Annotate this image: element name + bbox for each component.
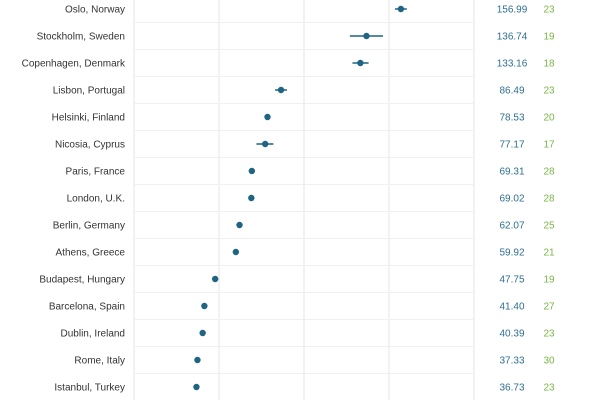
count-label: 28 — [543, 194, 555, 205]
city-label: Dublin, Ireland — [61, 329, 125, 340]
count-label: 19 — [543, 32, 555, 43]
value-label: 37.33 — [499, 356, 524, 367]
data-point — [194, 356, 201, 364]
count-label: 28 — [543, 167, 555, 178]
value-label: 136.74 — [497, 32, 528, 43]
data-row: Barcelona, Spain 41.40 27 — [49, 302, 555, 320]
count-label: 19 — [543, 275, 555, 286]
value-label: 78.53 — [499, 113, 524, 124]
grid-layer — [133, 0, 475, 400]
data-point — [261, 140, 269, 148]
data-row: Lisbon, Portugal 86.49 23 — [53, 86, 555, 104]
count-label: 18 — [543, 59, 555, 70]
count-label: 30 — [543, 356, 555, 367]
data-row: Helsinki, Finland 78.53 20 — [52, 113, 555, 131]
city-label: Nicosia, Cyprus — [55, 140, 125, 151]
data-point — [199, 329, 206, 337]
data-row: Athens, Greece 59.92 21 — [56, 248, 555, 266]
data-row: Oslo, Norway 156.99 23 — [65, 5, 555, 23]
data-point — [193, 383, 200, 391]
count-label: 21 — [543, 248, 555, 259]
value-label: 59.92 — [499, 248, 524, 259]
city-label: Stockholm, Sweden — [37, 32, 125, 43]
data-point — [363, 32, 370, 40]
city-label: Barcelona, Spain — [49, 302, 125, 313]
data-point — [357, 59, 364, 67]
value-label: 133.16 — [497, 59, 528, 70]
city-label: Helsinki, Finland — [52, 113, 125, 124]
data-row: Paris, France 69.31 28 — [66, 167, 555, 185]
city-label: Athens, Greece — [56, 248, 126, 259]
data-point — [248, 194, 255, 202]
data-point — [211, 275, 219, 283]
data-point — [232, 248, 240, 256]
value-label: 156.99 — [497, 5, 528, 16]
data-row: Istanbul, Turkey 36.73 23 — [54, 383, 555, 394]
city-label: Rome, Italy — [74, 356, 125, 367]
count-label: 23 — [543, 383, 555, 394]
city-label: Budapest, Hungary — [39, 275, 125, 286]
city-label: Oslo, Norway — [65, 5, 125, 16]
data-row: Dublin, Ireland 40.39 23 — [61, 329, 555, 347]
data-point — [236, 221, 243, 229]
data-point — [264, 113, 271, 121]
data-row: Nicosia, Cyprus 77.17 17 — [55, 140, 555, 158]
count-label: 20 — [543, 113, 555, 124]
data-row: Rome, Italy 37.33 30 — [74, 356, 555, 374]
value-label: 36.73 — [499, 383, 524, 394]
data-row: Copenhagen, Denmark 133.16 18 — [22, 59, 555, 77]
data-row: Stockholm, Sweden 136.74 19 — [37, 32, 555, 50]
value-label: 69.31 — [499, 167, 524, 178]
value-label: 86.49 — [499, 86, 524, 97]
count-label: 23 — [543, 5, 555, 16]
value-label: 77.17 — [499, 140, 524, 151]
count-label: 23 — [543, 86, 555, 97]
value-label: 41.40 — [499, 302, 524, 313]
data-row: Budapest, Hungary 47.75 19 — [39, 275, 555, 293]
value-label: 47.75 — [499, 275, 524, 286]
data-point — [397, 5, 405, 13]
count-label: 27 — [543, 302, 555, 313]
city-label: Istanbul, Turkey — [54, 383, 125, 394]
count-label: 17 — [543, 140, 555, 151]
data-point — [248, 167, 256, 175]
city-label: Copenhagen, Denmark — [22, 59, 126, 70]
city-label: Lisbon, Portugal — [53, 86, 125, 97]
city-label: Berlin, Germany — [53, 221, 125, 232]
count-label: 25 — [543, 221, 555, 232]
city-label: Paris, France — [66, 167, 126, 178]
value-label: 69.02 — [499, 194, 524, 205]
data-row: London, U.K. 69.02 28 — [67, 194, 555, 212]
count-label: 23 — [543, 329, 555, 340]
rows-layer: Oslo, Norway 156.99 23 Stockholm, Sweden 136… — [22, 5, 555, 394]
value-label: 40.39 — [499, 329, 524, 340]
city-label: London, U.K. — [67, 194, 125, 205]
data-point — [277, 86, 285, 94]
data-point — [201, 302, 208, 310]
data-row: Berlin, Germany 62.07 25 — [53, 221, 555, 239]
value-label: 62.07 — [499, 221, 524, 232]
